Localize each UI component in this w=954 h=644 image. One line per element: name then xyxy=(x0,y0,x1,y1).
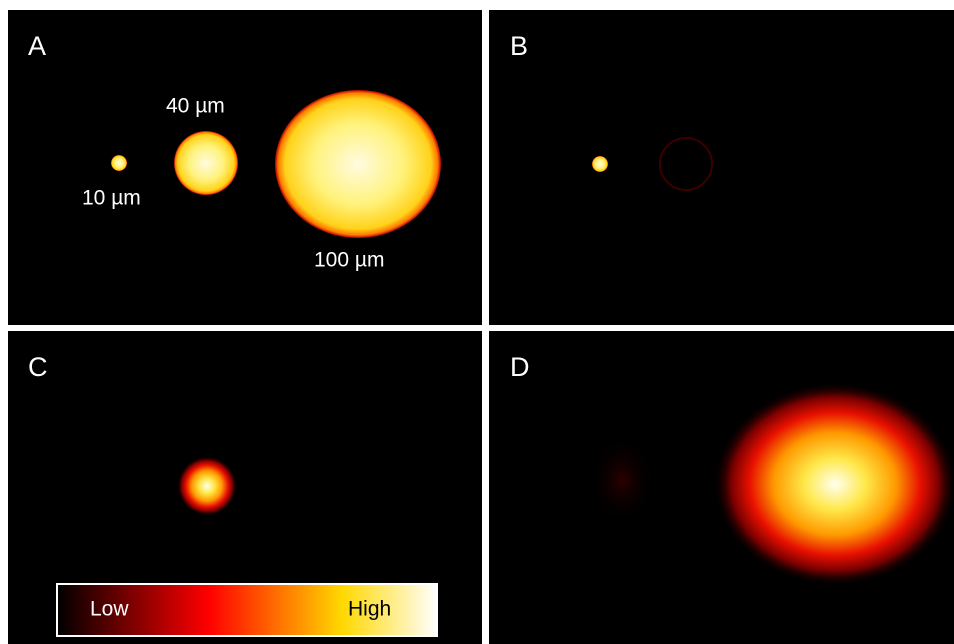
figure: A 10 µm 40 µm 100 µm B C D Low High xyxy=(0,0,954,644)
blob-large xyxy=(713,382,954,586)
panel-label: B xyxy=(510,31,528,61)
colorbar-low: Low xyxy=(90,598,129,621)
annotation: 40 µm xyxy=(166,95,225,118)
disc-large xyxy=(275,90,441,238)
disc-small xyxy=(592,156,608,172)
panel-b xyxy=(489,10,954,325)
panel-label: C xyxy=(28,352,48,382)
faint-blob xyxy=(588,434,656,526)
panel-label: D xyxy=(510,352,530,382)
colorbar-high: High xyxy=(348,598,391,621)
blob xyxy=(177,456,237,516)
panel-label: A xyxy=(28,31,46,61)
annotation: 100 µm xyxy=(314,249,384,272)
annotation: 10 µm xyxy=(82,187,141,210)
disc-medium xyxy=(174,131,238,195)
disc-small xyxy=(111,155,127,171)
